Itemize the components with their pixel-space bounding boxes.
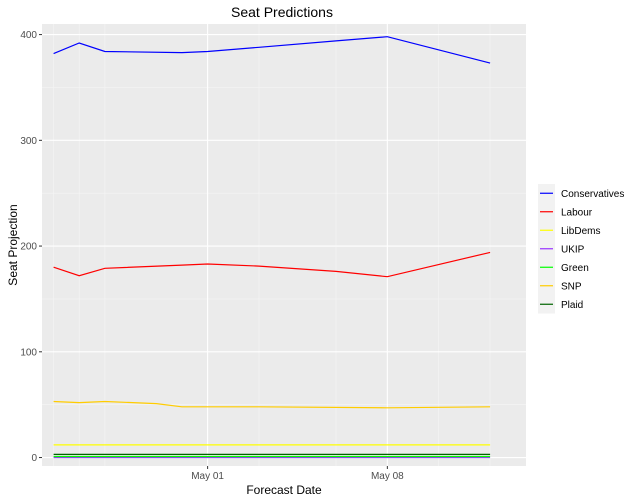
legend-label-3: UKIP: [561, 244, 585, 255]
y-axis: 0 100 200 300 400: [20, 30, 42, 464]
y-tick-label: 200: [20, 242, 37, 253]
y-axis-label: Seat Projection: [6, 204, 20, 285]
x-axis-label: Forecast Date: [246, 483, 322, 497]
series-lines: [53, 36, 491, 459]
legend-label-5: SNP: [561, 281, 582, 292]
legend-label-1: Labour: [561, 207, 593, 218]
x-axis: May 01 May 08: [191, 466, 404, 482]
y-tick-label: 300: [20, 136, 37, 147]
legend-label-6: Plaid: [561, 300, 583, 311]
series-line-0: [53, 36, 491, 64]
legend-label-2: LibDems: [561, 226, 600, 237]
x-tick-label: May 01: [191, 471, 224, 482]
y-tick-label: 100: [20, 347, 37, 358]
series-line-5: [53, 400, 491, 409]
legend-label-0: Conservatives: [561, 189, 624, 200]
y-tick-label: 400: [20, 30, 37, 41]
legend: Conservatives Labour LibDems UKIP Green SNP Pl…: [538, 184, 624, 314]
plot-panel: [42, 24, 526, 466]
y-tick-label: 0: [31, 453, 37, 464]
legend-label-4: Green: [561, 263, 589, 274]
x-tick-label: May 08: [371, 471, 404, 482]
series-line-1: [53, 251, 491, 278]
chart-title: Seat Predictions: [231, 4, 333, 20]
